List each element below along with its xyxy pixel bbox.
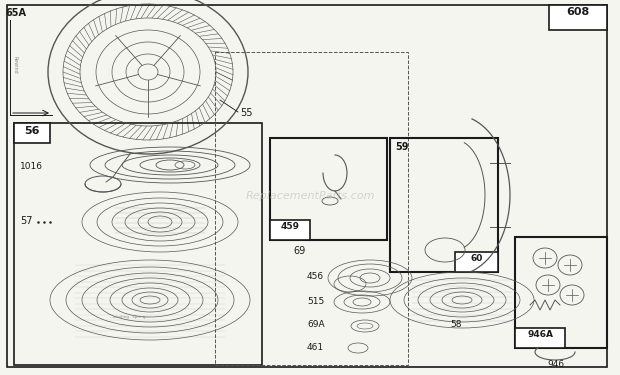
- Text: 57: 57: [20, 216, 32, 226]
- Text: 1016: 1016: [20, 162, 43, 171]
- Bar: [390, 138, 498, 272]
- Text: 58: 58: [450, 320, 462, 329]
- Text: 461: 461: [307, 343, 324, 352]
- Bar: [549, 5, 607, 30]
- Bar: [515, 328, 565, 348]
- Bar: [215, 52, 408, 365]
- Bar: [270, 138, 387, 240]
- Text: Rewind: Rewind: [12, 56, 17, 74]
- Text: 456: 456: [307, 272, 324, 281]
- Text: 946A: 946A: [527, 330, 553, 339]
- Text: 608: 608: [567, 7, 590, 17]
- Text: ReplacementParts.com: ReplacementParts.com: [246, 191, 374, 201]
- Text: 55: 55: [240, 108, 252, 118]
- Bar: [455, 252, 498, 272]
- Text: 69A: 69A: [307, 320, 325, 329]
- Bar: [270, 220, 310, 240]
- Bar: [515, 237, 607, 348]
- Text: 59: 59: [395, 142, 409, 152]
- Bar: [14, 123, 50, 143]
- Text: 515: 515: [307, 297, 324, 306]
- Text: 60: 60: [471, 254, 483, 263]
- Text: 459: 459: [280, 222, 299, 231]
- Text: ...winding...spring...: ...winding...spring...: [110, 315, 150, 319]
- Text: 56: 56: [24, 126, 40, 136]
- Text: 69: 69: [293, 246, 305, 256]
- Text: 65A: 65A: [5, 8, 26, 18]
- Text: 946: 946: [547, 360, 564, 369]
- Bar: [14, 123, 262, 365]
